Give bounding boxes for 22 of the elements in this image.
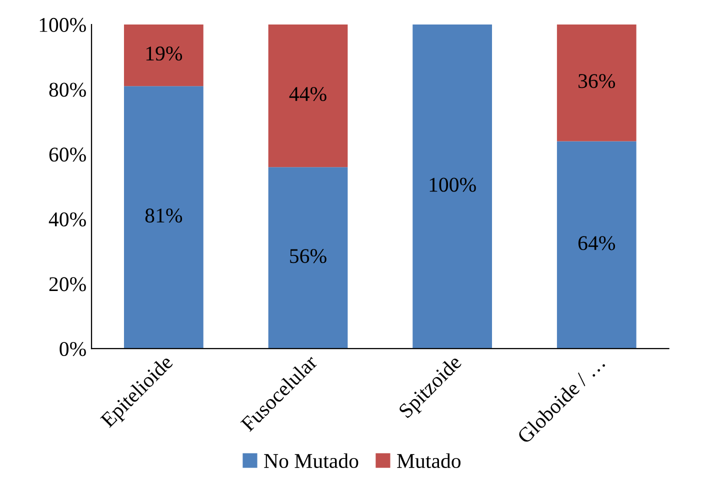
- bar: [124, 86, 204, 349]
- bar: [124, 24, 204, 86]
- y-tick-label: 20%: [49, 277, 86, 292]
- legend-label: Mutado: [397, 453, 461, 468]
- y-tick-label: 40%: [48, 212, 86, 226]
- bar: [412, 24, 492, 349]
- data-label: 64%: [578, 236, 616, 250]
- y-tick-label: 100%: [40, 18, 86, 32]
- data-label: 44%: [289, 87, 326, 102]
- y-tick-label: 60%: [49, 148, 86, 162]
- bar: [268, 24, 348, 168]
- data-label: 100%: [430, 178, 476, 192]
- bar: [268, 167, 348, 349]
- y-tick-label: 0%: [60, 342, 86, 356]
- data-label: 36%: [578, 74, 616, 88]
- data-label: 19%: [146, 46, 182, 61]
- y-tick-label: 80%: [49, 82, 86, 97]
- bar: [556, 141, 636, 349]
- data-label: 56%: [290, 249, 326, 264]
- data-label: 81%: [145, 208, 182, 223]
- bar: [556, 24, 636, 142]
- legend-label: No Mutado: [264, 453, 358, 468]
